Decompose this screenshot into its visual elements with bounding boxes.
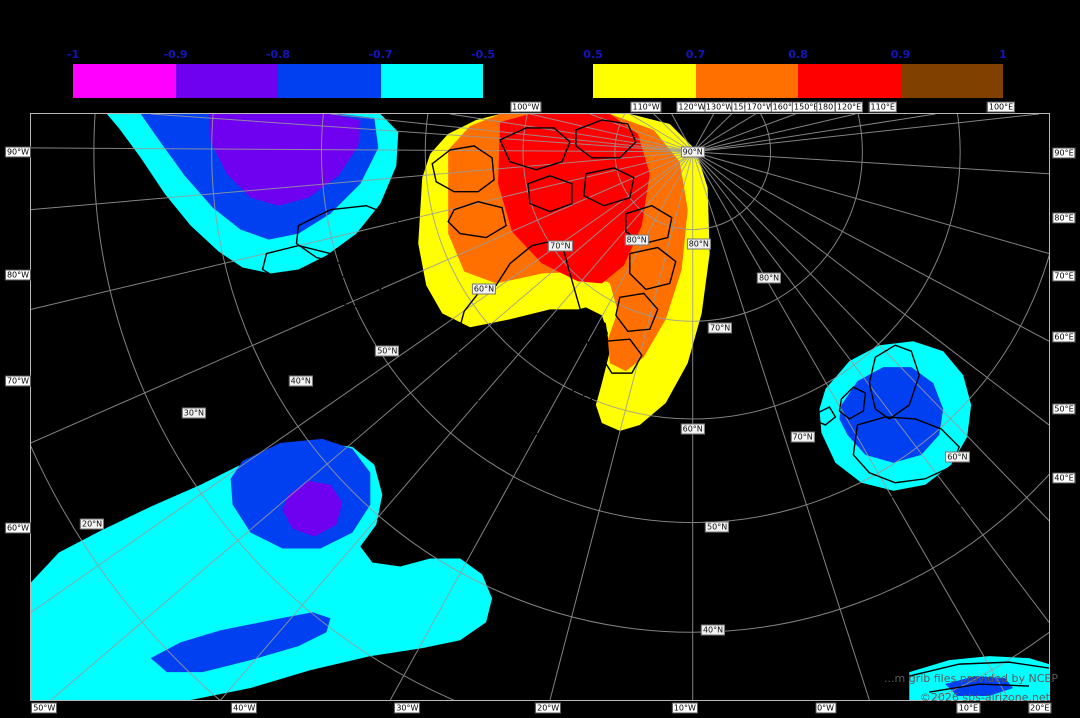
- axis-tick-label: 110°E: [868, 101, 897, 113]
- axis-tick-label: 80°W: [4, 269, 32, 281]
- axis-tick-label: 10°E: [956, 702, 981, 714]
- colorbar-tick-label: -0.7: [368, 48, 393, 61]
- axis-tick-label: 20°E: [1028, 702, 1052, 714]
- region-north-atlantic-negative: [31, 438, 493, 700]
- axis-tick-label: 40°W: [231, 702, 258, 714]
- axis-tick-label: 70°W: [4, 375, 32, 387]
- colorbar-swatch-3: [380, 64, 483, 98]
- region-data-gap: [549, 307, 608, 368]
- positive-colorbar-labels: 0.5 0.7 0.8 0.9 1: [583, 48, 1007, 62]
- region-europe-negative: [819, 341, 972, 491]
- graticule-label: 40°N: [700, 624, 726, 636]
- axis-tick-label: 10°W: [671, 702, 698, 714]
- region-canada-arctic-negative: [106, 114, 399, 274]
- colorbar-swatch-0: [73, 64, 176, 98]
- graticule-label: 40°N: [288, 375, 313, 387]
- axis-tick-label: 60°W: [4, 522, 32, 534]
- graticule-label: 70°N: [548, 240, 573, 252]
- colorbar-swatch-2: [278, 64, 381, 98]
- colorbar-swatch-2: [798, 64, 901, 98]
- axis-tick-label: 20°W: [535, 702, 562, 714]
- graticule-label: 70°N: [708, 322, 733, 334]
- colorbar-swatch-3: [900, 64, 1003, 98]
- graticule-label: 80°N: [686, 238, 711, 250]
- map-canvas: [31, 114, 1049, 700]
- axis-tick-label: 120°E: [834, 101, 864, 113]
- colorbar-tick-label: -1: [66, 48, 80, 61]
- copyright-credit: ©2026 sbs-airizone.net: [919, 691, 1050, 704]
- graticule-label: 90°N: [680, 146, 705, 158]
- coastlines: [261, 119, 1049, 693]
- colorbar-tick-label: 0.8: [788, 48, 808, 61]
- graticule-label: 50°N: [375, 345, 400, 357]
- axis-tick-label: 80°E: [1052, 212, 1076, 224]
- axis-tick-label: 110°W: [630, 101, 662, 113]
- axis-tick-label: 70°E: [1052, 270, 1076, 282]
- axis-tick-label: 60°E: [1052, 331, 1076, 343]
- graticule-label: 80°N: [624, 234, 649, 246]
- positive-correlation-colorbar: [593, 64, 1003, 98]
- colorbar-tick-label: 1: [999, 48, 1007, 61]
- axis-tick-label: 100°E: [986, 101, 1016, 113]
- negative-colorbar-labels: -1 -0.9 -0.8 -0.7 -0.5: [67, 48, 495, 62]
- colorbar-tick-label: -0.5: [470, 48, 496, 61]
- graticule-label: 60°N: [945, 451, 970, 463]
- graticule-label: 60°N: [680, 423, 705, 435]
- map-frame[interactable]: 90°N 80°N 80°N 80°N 70°N 70°N 70°N 60°N 60°N 60°N…: [30, 113, 1050, 701]
- graticule-label: 50°N: [705, 521, 730, 533]
- axis-tick-label: 50°W: [31, 702, 58, 714]
- negative-correlation-colorbar: [73, 64, 483, 98]
- graticule-label: 80°N: [756, 272, 782, 284]
- axis-tick-label: 100°W: [510, 101, 542, 113]
- graticule-label: 20°N: [79, 518, 105, 530]
- axis-tick-label: 0°W: [815, 702, 837, 714]
- axis-tick-label: 90°E: [1052, 147, 1076, 159]
- axis-tick-label: 30°W: [394, 702, 421, 714]
- axis-tick-label: 120°W: [676, 101, 708, 113]
- data-source-credit: ...m grib files provided by NCEP: [884, 672, 1058, 685]
- axis-tick-label: 90°W: [4, 146, 32, 158]
- colorbar-tick-label: -0.8: [265, 48, 291, 61]
- graticule-label: 30°N: [181, 407, 206, 419]
- colorbar-swatch-1: [175, 64, 278, 98]
- axis-tick-label: 180: [815, 101, 836, 113]
- colorbar-tick-label: 0.5: [583, 48, 603, 61]
- colorbar-swatch-0: [593, 64, 696, 98]
- colorbar-tick-label: -0.9: [163, 48, 188, 61]
- colorbar-tick-label: 0.7: [685, 48, 706, 61]
- axis-tick-label: 40°E: [1052, 472, 1076, 484]
- graticule-label: 60°N: [471, 283, 497, 295]
- graticule-label: 70°N: [790, 431, 815, 443]
- colorbar-swatch-1: [695, 64, 798, 98]
- colorbar-tick-label: 0.9: [890, 48, 911, 61]
- axis-tick-label: 50°E: [1052, 403, 1076, 415]
